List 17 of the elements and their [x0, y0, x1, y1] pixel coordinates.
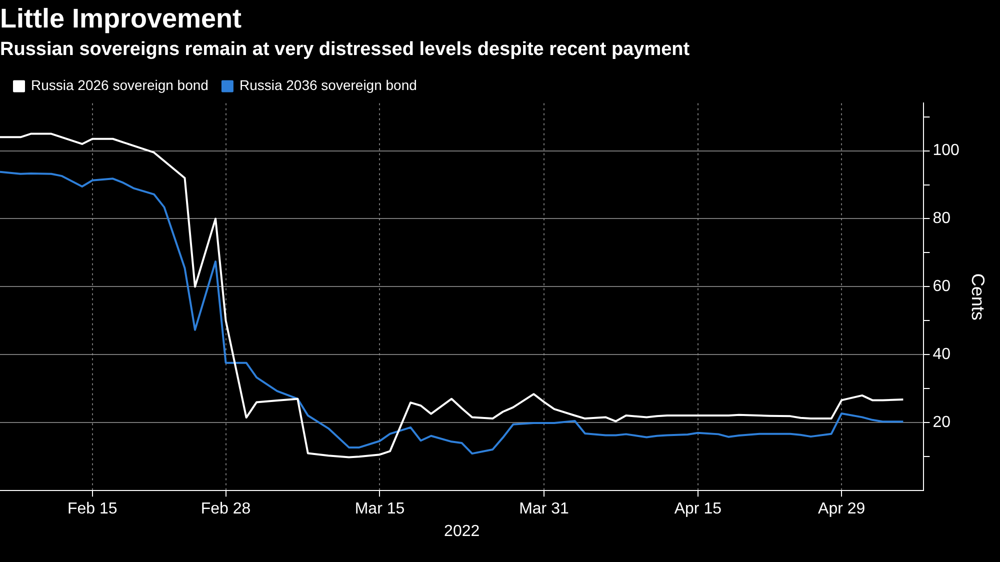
legend-label: Russia 2026 sovereign bond [31, 77, 208, 94]
y-tick-label: 80 [932, 210, 951, 228]
x-tick-label: Mar 15 [354, 500, 405, 518]
y-tick-label: 100 [932, 142, 960, 160]
x-tick-label: Apr 29 [818, 500, 866, 518]
y-tick-label: 60 [932, 278, 951, 296]
legend-label: Russia 2036 sovereign bond [239, 77, 417, 94]
y-axis-title: Cents [968, 273, 988, 320]
x-axis-title: 2022 [444, 522, 480, 540]
x-tick-label: Feb 28 [200, 500, 251, 518]
y-tick-label: 40 [932, 346, 951, 364]
y-tick-label: 20 [932, 414, 951, 432]
chart-title: Little Improvement [0, 4, 242, 34]
x-tick-label: Mar 31 [519, 500, 569, 518]
chart-subtitle: Russian sovereigns remain at very distressed levels despite recent payment [0, 39, 690, 60]
x-tick-label: Apr 15 [674, 500, 722, 518]
x-tick-label: Feb 15 [67, 500, 118, 518]
